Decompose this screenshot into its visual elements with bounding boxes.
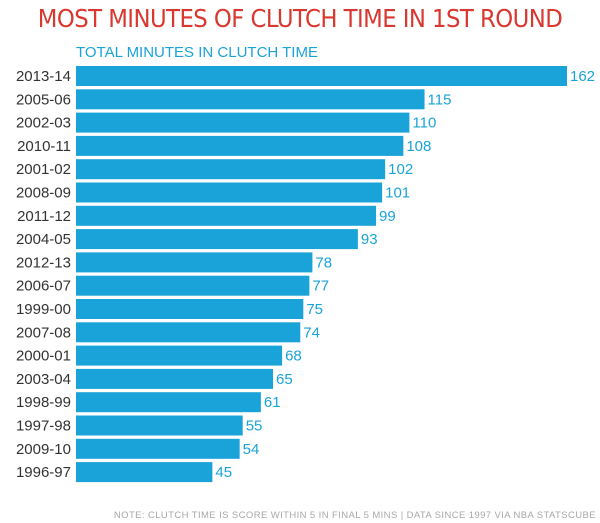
bar bbox=[76, 135, 404, 156]
bar bbox=[76, 159, 386, 180]
category-label: 2008-09 bbox=[16, 185, 71, 202]
category-label: 1998-99 bbox=[16, 394, 71, 411]
bar bbox=[76, 66, 567, 86]
data-label: 101 bbox=[385, 185, 410, 202]
category-label: 2010-11 bbox=[17, 138, 71, 155]
bar bbox=[76, 299, 304, 319]
data-label: 115 bbox=[428, 91, 452, 108]
data-label: 162 bbox=[570, 68, 595, 85]
data-label: 78 bbox=[315, 254, 332, 271]
data-label: 68 bbox=[285, 348, 302, 365]
footnote: NOTE: CLUTCH TIME IS SCORE WITHIN 5 IN F… bbox=[113, 510, 596, 521]
data-label: 61 bbox=[264, 394, 281, 411]
data-label: 75 bbox=[306, 301, 323, 318]
axis-title: TOTAL MINUTES IN CLUTCH TIME bbox=[76, 44, 318, 61]
category-label: 2013-14 bbox=[16, 68, 71, 85]
data-label: 108 bbox=[406, 138, 431, 155]
bar bbox=[76, 182, 383, 203]
category-label: 2006-07 bbox=[16, 278, 71, 295]
bar bbox=[76, 275, 310, 296]
category-label: 2004-05 bbox=[16, 231, 71, 248]
bar bbox=[76, 415, 243, 436]
bar bbox=[76, 89, 425, 110]
bar bbox=[76, 462, 213, 483]
data-label: 102 bbox=[388, 161, 413, 178]
data-label: 54 bbox=[243, 441, 260, 458]
category-label: 2000-01 bbox=[16, 348, 71, 365]
bar bbox=[76, 112, 410, 133]
data-label: 55 bbox=[246, 418, 263, 435]
data-label: 45 bbox=[215, 464, 232, 481]
bar bbox=[76, 205, 377, 226]
category-label: 2011-12 bbox=[17, 208, 71, 225]
data-label: 74 bbox=[303, 324, 320, 341]
bar bbox=[76, 392, 261, 413]
category-label: 1997-98 bbox=[16, 418, 71, 435]
category-label: 2005-06 bbox=[16, 91, 71, 108]
category-label: 2009-10 bbox=[16, 441, 71, 458]
bar bbox=[76, 438, 240, 459]
category-label: 2012-13 bbox=[16, 254, 71, 271]
data-label: 65 bbox=[276, 371, 293, 388]
bar bbox=[76, 368, 274, 389]
data-label: 110 bbox=[412, 115, 436, 132]
category-label: 1996-97 bbox=[16, 464, 71, 481]
category-label: 2003-04 bbox=[16, 371, 71, 388]
data-label: 77 bbox=[312, 278, 329, 295]
bar bbox=[76, 322, 301, 343]
category-label: 2001-02 bbox=[16, 161, 71, 178]
data-label: 99 bbox=[379, 208, 396, 225]
category-label: 2007-08 bbox=[16, 324, 71, 341]
bar bbox=[76, 345, 283, 366]
chart-title: MOST MINUTES OF CLUTCH TIME IN 1ST ROUND bbox=[37, 4, 563, 33]
bar bbox=[76, 229, 358, 250]
category-label: 1999-00 bbox=[16, 301, 71, 318]
data-label: 93 bbox=[361, 231, 378, 248]
category-label: 2002-03 bbox=[16, 115, 71, 132]
bar bbox=[76, 252, 313, 273]
